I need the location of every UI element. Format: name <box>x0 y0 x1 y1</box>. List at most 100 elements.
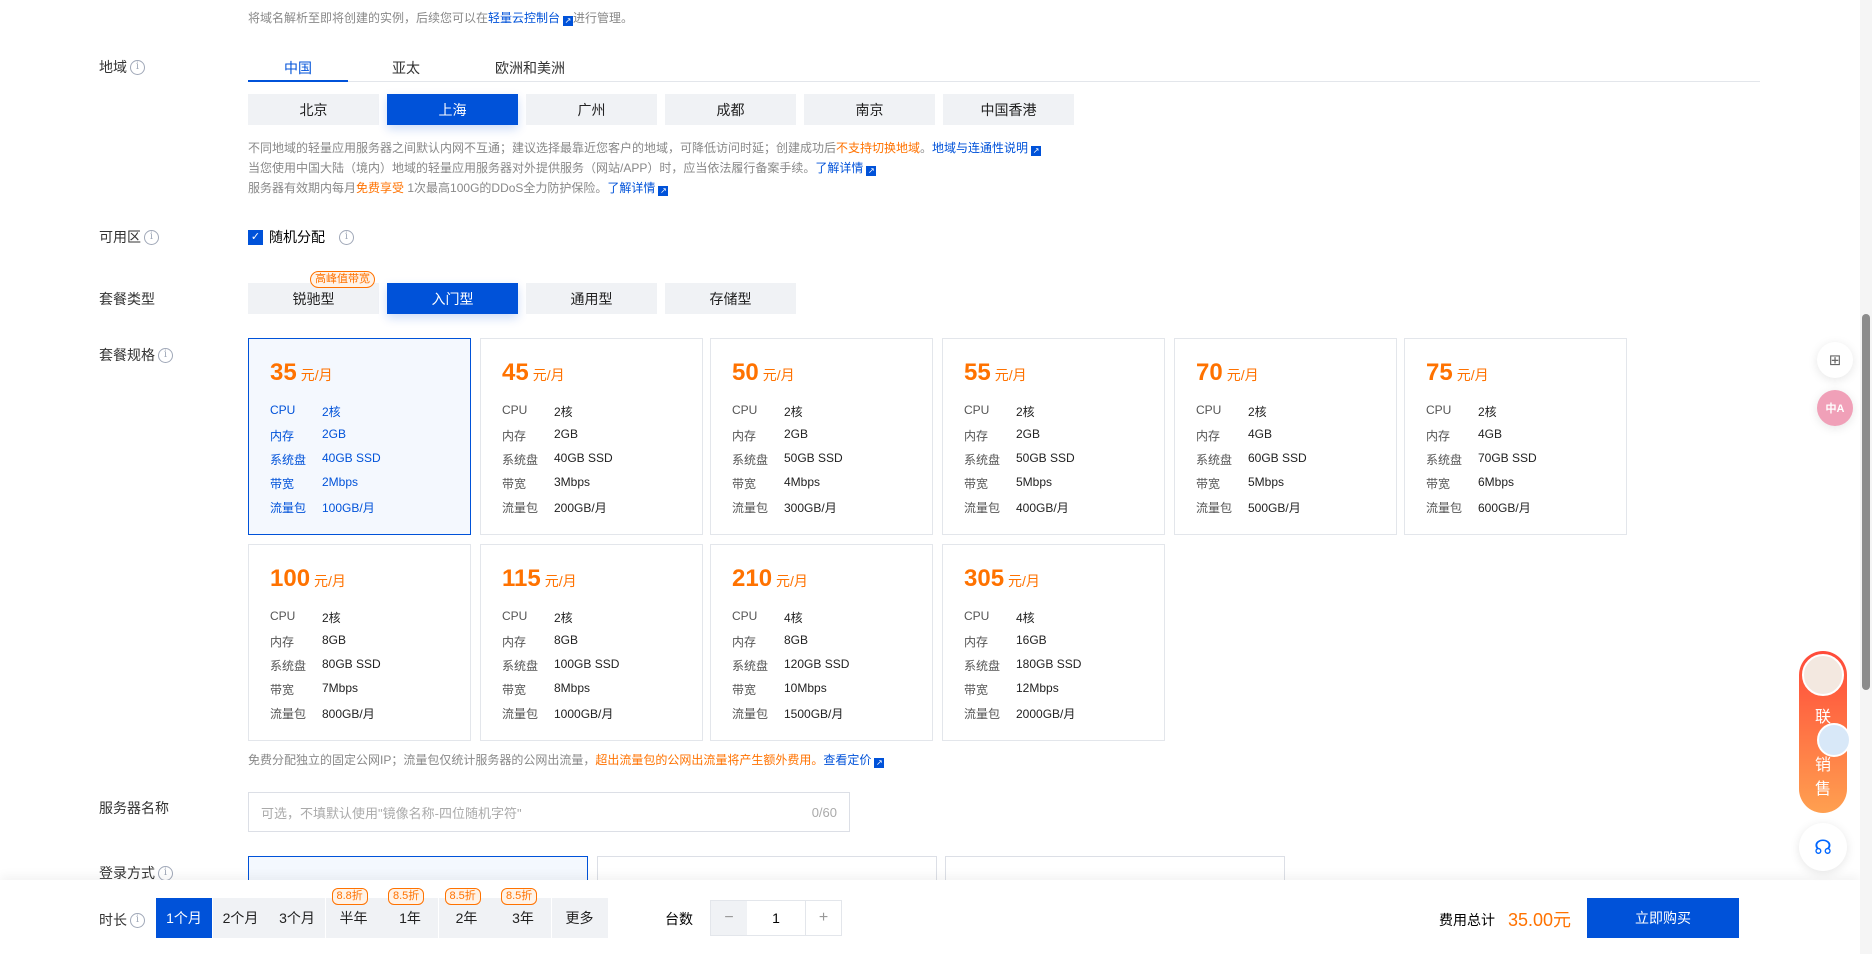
spec-row: 内存 4GB <box>1426 427 1503 443</box>
plan-price: 210 元/月 <box>732 565 808 592</box>
tab-asia-pacific[interactable]: 亚太 <box>392 60 420 76</box>
external-link-icon: ↗ <box>563 16 574 26</box>
info-icon[interactable]: i <box>158 347 173 363</box>
plan-card[interactable]: 70 元/月 CPU 2核 内存 4GB 系统盘 60GB SSD 带宽 5Mbps 流量包 500G… <box>1174 338 1397 535</box>
duration-option[interactable]: 更多 <box>551 898 608 938</box>
plan-type-option[interactable]: 通用型 <box>526 283 657 314</box>
plan-price: 55 元/月 <box>964 359 1027 386</box>
spec-row: 内存 8GB <box>502 633 579 649</box>
contact-sales-button[interactable]: 联系销售 <box>1799 651 1851 813</box>
total-label: 费用总计 <box>1439 912 1495 928</box>
region-note-3: 服务器有效期内每月免费享受 1次最高100G的DDoS全力防护保险。了解详情 ↗ <box>248 181 669 196</box>
spec-row: CPU 2核 <box>964 403 1035 419</box>
info-icon[interactable]: i <box>339 229 354 245</box>
quantity-input[interactable]: 1 <box>772 910 780 926</box>
plan-card[interactable]: 45 元/月 CPU 2核 内存 2GB 系统盘 40GB SSD 带宽 3Mbps 流量包 200G… <box>480 338 703 535</box>
scrollbar-thumb[interactable] <box>1862 314 1870 690</box>
spec-row: 内存 2GB <box>964 427 1041 443</box>
learn-more-link[interactable]: 了解详情 <box>815 161 864 175</box>
info-icon[interactable]: i <box>144 229 159 245</box>
region-note-2: 当您使用中国大陆（境内）地域的轻量应用服务器对外提供服务（网站/APP）时，应当… <box>248 161 877 176</box>
view-pricing-link[interactable]: 查看定价 <box>823 753 872 767</box>
spec-row: 带宽 4Mbps <box>732 475 821 491</box>
city-option[interactable]: 中国香港 <box>943 94 1074 125</box>
city-option[interactable]: 成都 <box>665 94 796 125</box>
peak-bandwidth-badge: 高峰值带宽 <box>310 271 375 288</box>
spec-row: 系统盘 50GB SSD <box>732 451 843 467</box>
spec-row: 流量包 500GB/月 <box>1196 501 1301 515</box>
info-icon[interactable]: i <box>158 865 173 881</box>
plan-price: 45 元/月 <box>502 359 565 386</box>
duration-option[interactable]: 1个月 <box>156 898 212 938</box>
spec-row: CPU 2核 <box>732 403 803 419</box>
tab-europe-america[interactable]: 欧洲和美洲 <box>495 60 565 76</box>
spec-row: 系统盘 80GB SSD <box>270 657 381 673</box>
plan-card[interactable]: 115 元/月 CPU 2核 内存 8GB 系统盘 100GB SSD 带宽 8Mbps 流量包 10… <box>480 544 703 741</box>
plan-type-option[interactable]: 入门型 <box>387 283 518 314</box>
city-option[interactable]: 北京 <box>248 94 379 125</box>
duration-option[interactable]: 3个月 <box>269 898 325 938</box>
spec-row: CPU 2核 <box>1426 403 1497 419</box>
apps-icon[interactable]: ⊞ <box>1817 342 1853 378</box>
plan-card[interactable]: 35 元/月 CPU 2核 内存 2GB 系统盘 40GB SSD 带宽 2Mbps 流量包 100G… <box>248 338 471 535</box>
buy-now-button[interactable]: 立即购买 <box>1587 898 1739 938</box>
plan-card[interactable]: 210 元/月 CPU 4核 内存 8GB 系统盘 120GB SSD 带宽 10Mbps 流量包 1… <box>710 544 933 741</box>
total-price: 35.00元 <box>1508 910 1572 930</box>
plan-card[interactable]: 50 元/月 CPU 2核 内存 2GB 系统盘 50GB SSD 带宽 4Mbps 流量包 300G… <box>710 338 933 535</box>
spec-row: 流量包 2000GB/月 <box>964 707 1076 721</box>
region-connectivity-link[interactable]: 地域与连通性说明 <box>932 141 1029 155</box>
scrollbar[interactable] <box>1860 0 1872 954</box>
city-option[interactable]: 广州 <box>526 94 657 125</box>
plan-type-option[interactable]: 存储型 <box>665 283 796 314</box>
minus-button[interactable]: − <box>711 901 747 935</box>
plus-button[interactable]: + <box>805 901 841 935</box>
city-option[interactable]: 南京 <box>804 94 935 125</box>
plan-card[interactable]: 305 元/月 CPU 4核 内存 16GB 系统盘 180GB SSD 带宽 12Mbps 流量包… <box>942 544 1165 741</box>
plan-type-option[interactable]: 锐驰型 <box>248 283 379 314</box>
external-link-icon: ↗ <box>866 166 877 176</box>
bottom-purchase-bar: 时长 i 1个月 2个月 3个月 半年 8.8折 1年 8.5折 2年 8.5折 3年 8.5折 更多 … <box>0 880 1860 954</box>
spec-row: 流量包 600GB/月 <box>1426 501 1531 515</box>
placeholder: 可选，不填默认使用"镜像名称-四位随机字符" <box>261 805 522 821</box>
spec-row: CPU 2核 <box>270 609 341 625</box>
spec-row: 带宽 5Mbps <box>964 475 1053 491</box>
info-icon[interactable]: i <box>130 59 145 75</box>
spec-row: 流量包 400GB/月 <box>964 501 1069 515</box>
tab-china[interactable]: 中国 <box>284 60 312 76</box>
spec-row: CPU 2核 <box>1196 403 1267 419</box>
spec-row: 内存 8GB <box>270 633 347 649</box>
agent-avatar <box>1802 654 1844 696</box>
plan-card[interactable]: 100 元/月 CPU 2核 内存 8GB 系统盘 80GB SSD 带宽 7Mbps 流量包 800… <box>248 544 471 741</box>
plan-card[interactable]: 75 元/月 CPU 2核 内存 4GB 系统盘 70GB SSD 带宽 6Mbps 流量包 600G… <box>1404 338 1627 535</box>
spec-row: CPU 4核 <box>732 609 803 625</box>
headset-support-icon[interactable]: ☊ <box>1799 823 1847 871</box>
server-name-input[interactable]: 可选，不填默认使用"镜像名称-四位随机字符" 0/60 <box>248 792 850 832</box>
random-zone-checkbox[interactable]: ✓ 随机分配 i <box>248 227 354 247</box>
spec-row: 流量包 300GB/月 <box>732 501 837 515</box>
learn-more-link[interactable]: 了解详情 <box>607 181 656 195</box>
checkbox-checked-icon[interactable]: ✓ <box>248 229 263 245</box>
spec-row: 带宽 12Mbps <box>964 681 1059 697</box>
spec-row: 带宽 2Mbps <box>270 475 359 491</box>
spec-row: 内存 16GB <box>964 633 1047 649</box>
region-label: 地域 i <box>99 57 145 77</box>
external-link-icon: ↗ <box>874 758 885 768</box>
plan-card[interactable]: 55 元/月 CPU 2核 内存 2GB 系统盘 50GB SSD 带宽 5Mbps 流量包 400G… <box>942 338 1165 535</box>
city-option[interactable]: 上海 <box>387 94 518 125</box>
duration-option[interactable]: 2个月 <box>212 898 269 938</box>
console-link[interactable]: 轻量云控制台 <box>488 11 561 25</box>
info-icon[interactable]: i <box>130 912 145 928</box>
char-count: 0/60 <box>811 804 837 820</box>
spec-row: 系统盘 70GB SSD <box>1426 451 1537 467</box>
discount-badge: 8.8折 <box>331 888 368 905</box>
spec-row: 流量包 1000GB/月 <box>502 707 614 721</box>
plan-price: 100 元/月 <box>270 565 346 592</box>
spec-row: 流量包 100GB/月 <box>270 501 375 515</box>
plan-price: 75 元/月 <box>1426 359 1489 386</box>
spec-row: 内存 8GB <box>732 633 809 649</box>
plan-price: 35 元/月 <box>270 359 333 386</box>
spec-row: 流量包 200GB/月 <box>502 501 607 515</box>
spec-row: 带宽 3Mbps <box>502 475 591 491</box>
translate-icon[interactable]: 中A <box>1817 390 1853 426</box>
traffic-note: 免费分配独立的固定公网IP；流量包仅统计服务器的公网出流量，超出流量包的公网出流… <box>248 753 885 768</box>
